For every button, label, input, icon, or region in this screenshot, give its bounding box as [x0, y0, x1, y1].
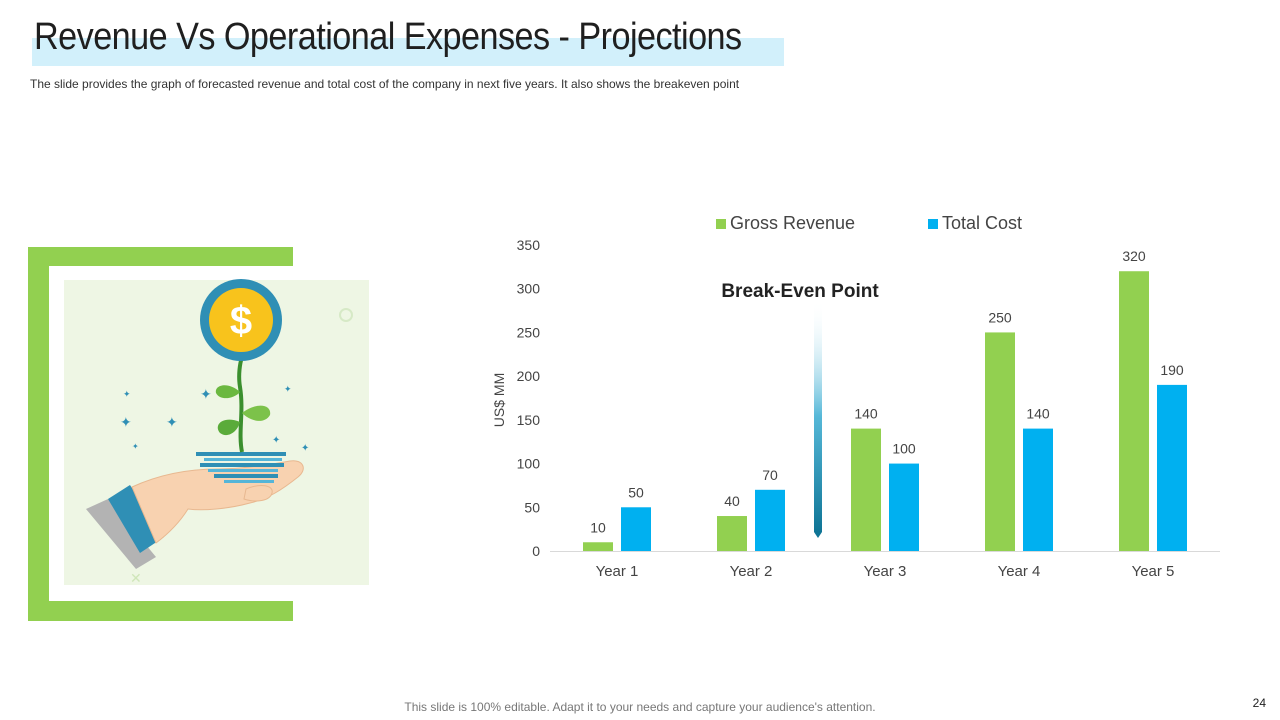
legend-swatch [716, 219, 726, 229]
bar-total-cost [755, 489, 785, 551]
y-tick-label: 0 [532, 543, 540, 559]
small-cross-icon: ✕ [130, 570, 142, 586]
legend-swatch [928, 219, 938, 229]
legend-label: Total Cost [942, 213, 1022, 233]
dollar-icon: $ [230, 299, 252, 343]
footer-note: This slide is 100% editable. Adapt it to… [404, 700, 876, 714]
break-even-arrow-icon [814, 532, 822, 538]
sleeve-icon [86, 499, 156, 569]
svg-text:✦: ✦ [200, 386, 212, 402]
bar-gross-revenue [583, 542, 613, 551]
y-tick-label: 200 [517, 368, 541, 384]
page-title: Revenue Vs Operational Expenses - Projec… [34, 16, 742, 58]
x-tick-label: Year 5 [1132, 563, 1175, 580]
y-tick-label: 350 [517, 237, 541, 253]
cash-pile-icon [196, 452, 286, 483]
x-tick-label: Year 3 [864, 563, 907, 580]
svg-text:✦: ✦ [301, 443, 309, 454]
legend-label: Gross Revenue [730, 213, 855, 233]
data-label: 250 [988, 309, 1012, 325]
leaf-right-icon [242, 405, 271, 421]
frame-top-bar [28, 247, 293, 266]
bar-gross-revenue [851, 428, 881, 551]
y-tick-label: 50 [524, 499, 540, 515]
leaf-top-icon [215, 385, 240, 399]
bar-gross-revenue [717, 516, 747, 551]
data-label: 70 [762, 467, 778, 483]
cuff-icon [108, 485, 164, 553]
bar-gross-revenue [1119, 271, 1149, 551]
data-label: 40 [724, 493, 740, 509]
leaf-left-icon [217, 419, 240, 436]
x-axis-ticks: Year 1 Year 2 Year 3 Year 4 Year 5 [596, 563, 1175, 580]
page-number: 24 [1252, 696, 1266, 710]
data-label: 140 [1026, 406, 1050, 422]
bubble-icon [339, 308, 353, 322]
y-tick-label: 250 [517, 324, 541, 340]
svg-text:✦: ✦ [120, 414, 132, 430]
data-label: 320 [1122, 248, 1146, 264]
money-plant-illustration: ✕ $ ✦ ✦ ✦ ✦ ✦ ✦ ✦ ✦ [28, 247, 369, 621]
svg-text:✦: ✦ [123, 389, 131, 399]
bar-total-cost [621, 507, 651, 551]
data-label: 140 [854, 406, 878, 422]
coin-icon [209, 288, 273, 352]
sparkles-icon: ✦ ✦ ✦ ✦ ✦ ✦ ✦ ✦ [120, 384, 309, 454]
data-label: 10 [590, 519, 606, 535]
data-label: 190 [1160, 362, 1184, 378]
data-label: 50 [628, 484, 644, 500]
svg-text:✦: ✦ [166, 414, 178, 430]
break-even-label: Break-Even Point [721, 281, 879, 302]
svg-text:✦: ✦ [284, 384, 292, 394]
revenue-cost-chart: Gross Revenue Total Cost US$ MM 0 50 100 150… [491, 213, 1220, 580]
frame-bottom-bar [28, 601, 293, 621]
svg-text:✦: ✦ [272, 435, 280, 446]
x-tick-label: Year 1 [596, 563, 639, 580]
y-tick-label: 100 [517, 456, 541, 472]
slide-subtitle: The slide provides the graph of forecast… [30, 77, 740, 91]
y-tick-label: 150 [517, 412, 541, 428]
x-tick-label: Year 4 [998, 563, 1041, 580]
frame-left-bar [28, 247, 49, 621]
break-even-annotation: Break-Even Point [721, 281, 879, 538]
y-tick-label: 300 [517, 281, 541, 297]
x-tick-label: Year 2 [730, 563, 773, 580]
bar-total-cost [889, 463, 919, 551]
bar-total-cost [1023, 428, 1053, 551]
y-axis-label: US$ MM [491, 373, 507, 427]
break-even-marker [814, 300, 822, 532]
chart-legend: Gross Revenue Total Cost [716, 213, 1022, 233]
chart-bars: 10 50 40 70 140 100 250 140 320 190 [583, 248, 1187, 551]
plant-stem-icon [237, 356, 244, 453]
thumb-icon [243, 485, 273, 502]
svg-text:✦: ✦ [132, 442, 139, 451]
title-highlight [32, 38, 784, 66]
y-axis-ticks: 0 50 100 150 200 250 300 350 [517, 237, 541, 559]
data-label: 100 [892, 441, 916, 457]
bar-gross-revenue [985, 332, 1015, 551]
bar-total-cost [1157, 384, 1187, 551]
